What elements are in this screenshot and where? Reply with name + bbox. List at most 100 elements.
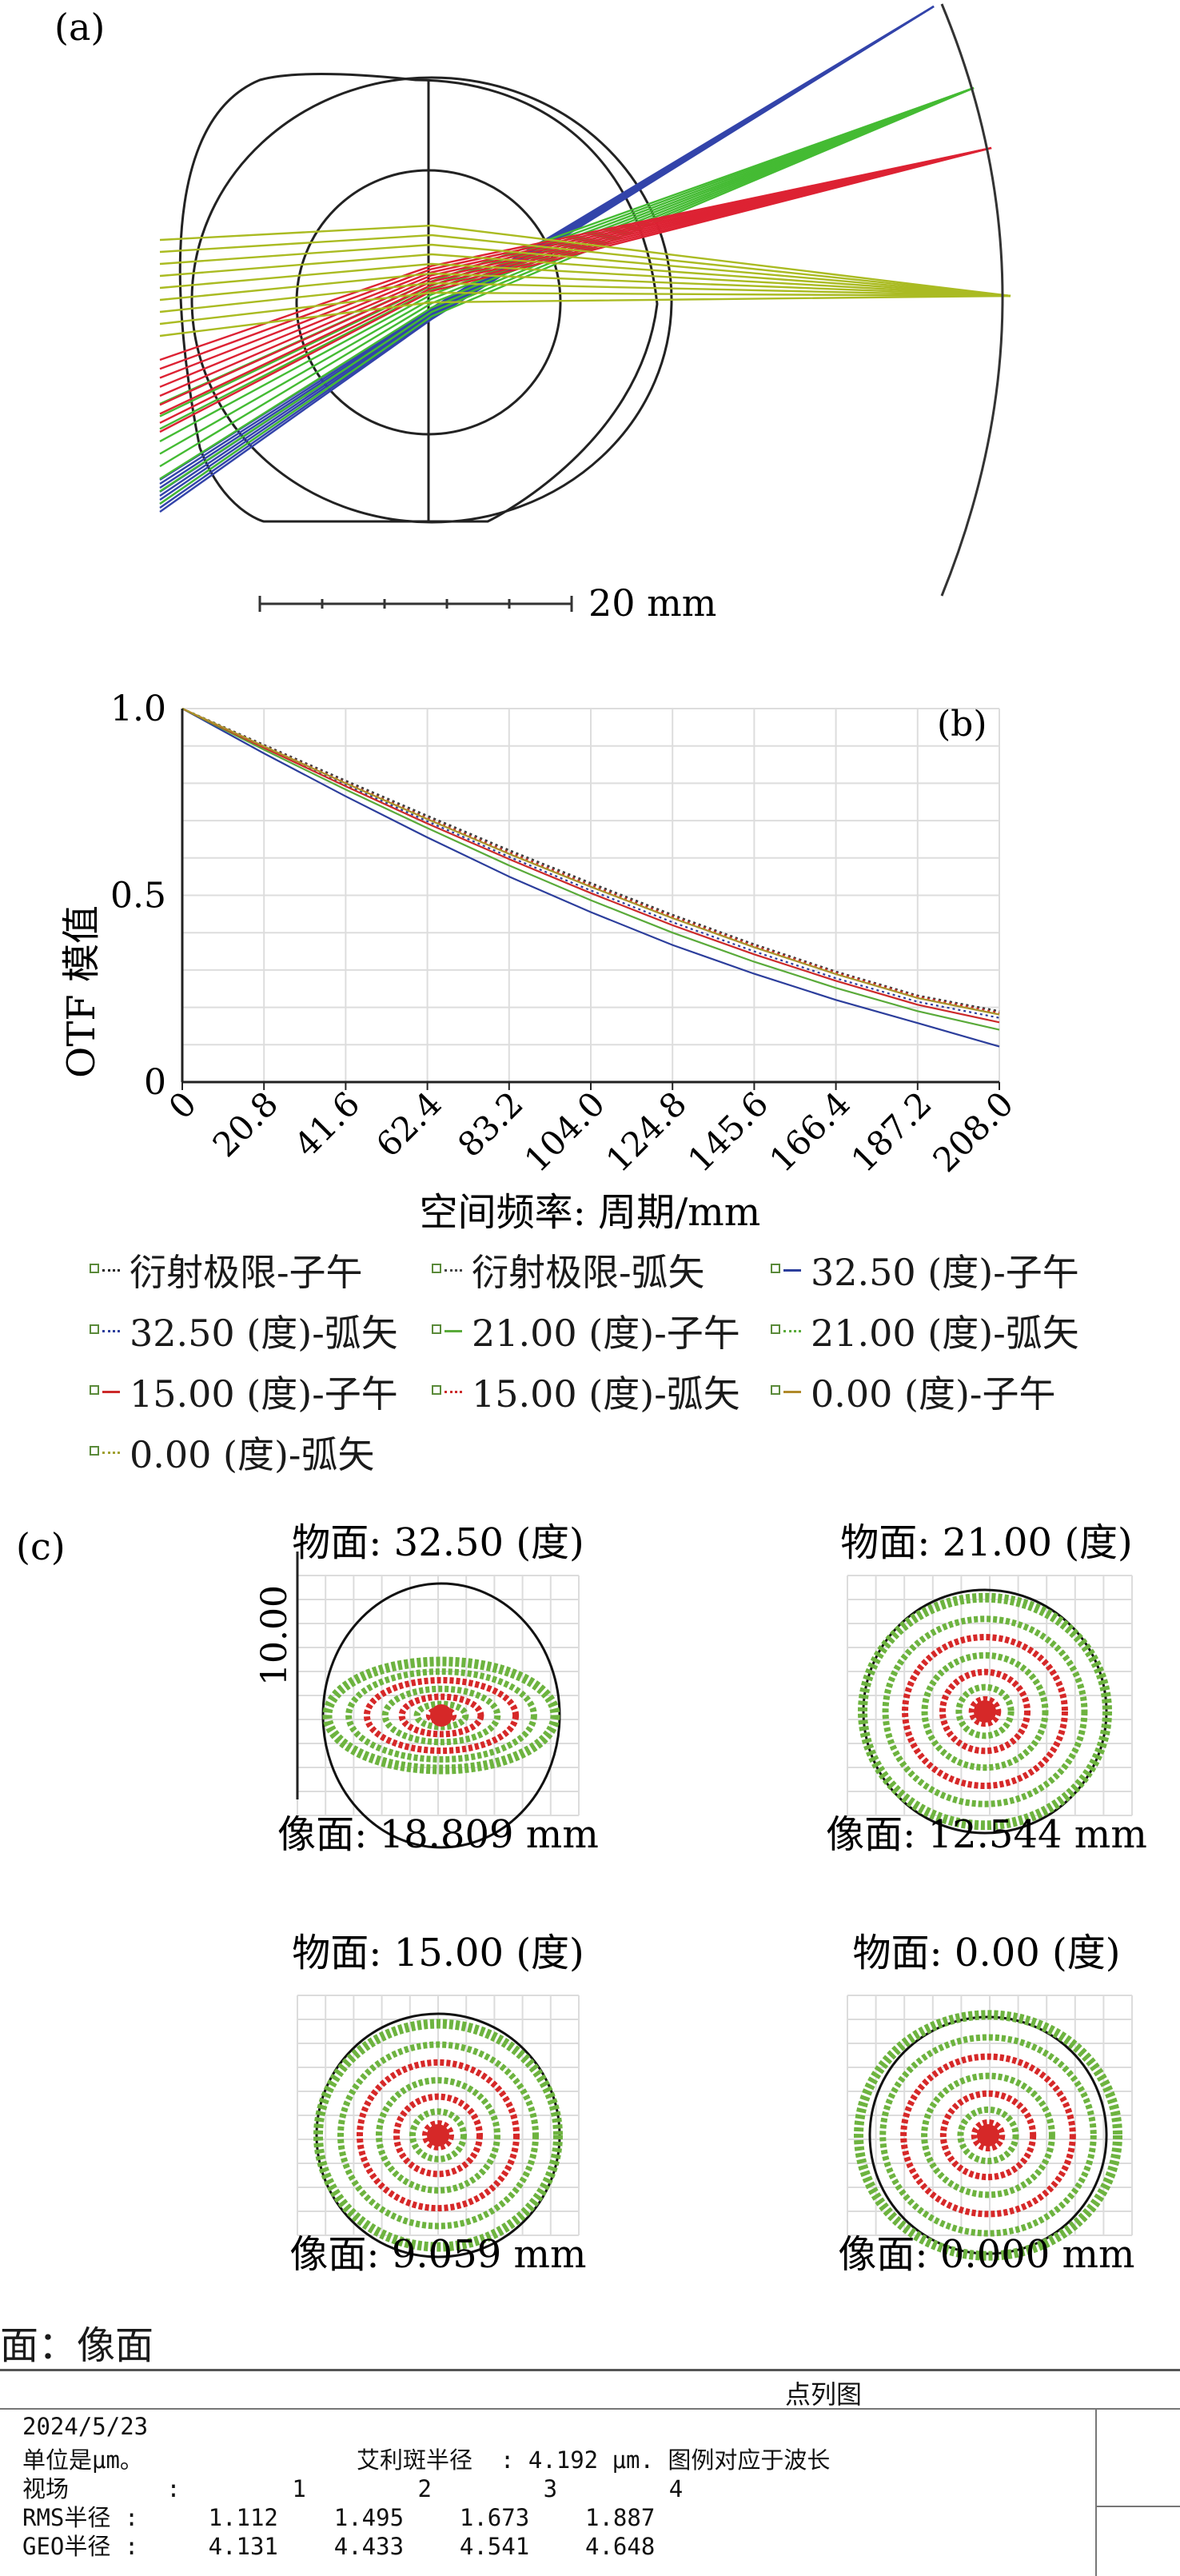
outer-lens-outline <box>178 73 659 523</box>
lens-ray-diagram: (a) 20 mm <box>54 3 1011 625</box>
legend-marker-icon <box>88 1262 123 1278</box>
ray-line <box>159 262 1011 298</box>
legend-label: 15.00 (度)-弧矢 <box>472 1372 740 1416</box>
x-axis-label: 空间频率: 周期/mm <box>420 1190 761 1232</box>
mtf-chart-panel: 0 0.5 1.0 0 20.8 41.6 62.4 83.2 104.0 124.8 145.6 1… <box>0 656 1180 1480</box>
legend-label: 21.00 (度)-子午 <box>472 1312 740 1355</box>
legend-label: 衍射极限-子午 <box>130 1251 363 1294</box>
legend-marker-icon <box>430 1323 465 1339</box>
legend-item: 15.00 (度)-弧矢 <box>430 1365 740 1418</box>
ray-line <box>159 224 1011 298</box>
ray-line <box>159 146 992 424</box>
report-field-row: 视场 : 1 2 3 4 <box>22 2475 684 2502</box>
ray-line <box>159 146 992 379</box>
ray-line <box>159 146 992 361</box>
report-date: 2024/5/23 <box>22 2413 149 2440</box>
report-rms-row: RMS半径 : 1.112 1.495 1.673 1.887 <box>22 2504 656 2531</box>
x-tick-label: 62.4 <box>369 1084 449 1164</box>
report-box: 点列图 2024/5/23 单位是μm。 艾利斑半径 : 4.192 μm. 图… <box>0 2369 1180 2576</box>
series-line <box>181 707 1000 1014</box>
x-tick-label: 187.2 <box>843 1084 939 1180</box>
legend-item: 32.50 (度)-子午 <box>769 1244 1079 1296</box>
chart-legend: 衍射极限-子午 衍射极限-弧矢 32.50 (度)-子午 32.50 (度)-弧矢 21… <box>0 1244 1180 1484</box>
image-surface-arc <box>940 3 1004 597</box>
ray-line <box>159 253 1011 298</box>
ray-line <box>159 243 1011 298</box>
panel-b-label: (b) <box>937 704 987 745</box>
x-tick-label: 0 <box>161 1084 205 1127</box>
ray-line <box>159 146 992 370</box>
spot-object-label: 物面: 21.00 (度) <box>840 1520 1133 1565</box>
x-tick-label: 166.4 <box>762 1084 858 1180</box>
legend-label: 21.00 (度)-弧矢 <box>811 1312 1079 1355</box>
panel-a-label: (a) <box>54 6 105 49</box>
legend-item: 衍射极限-子午 <box>88 1244 363 1296</box>
ray-line <box>159 86 975 493</box>
ray-line <box>159 86 975 442</box>
spot-image-label: 像面: 18.809 mm <box>277 1812 599 1857</box>
ray-line <box>159 291 1011 325</box>
ray-line <box>159 86 975 480</box>
spot-object-label: 物面: 32.50 (度) <box>292 1520 584 1565</box>
ray-bundles <box>159 5 1011 513</box>
spot-diagram: 物面: 21.00 (度) 像面: 12.544 mm <box>826 1520 1147 1857</box>
legend-item: 0.00 (度)-子午 <box>769 1365 1055 1418</box>
legend-marker-icon <box>769 1323 804 1339</box>
x-tick-label: 20.8 <box>205 1084 285 1164</box>
legend-label: 衍射极限-弧矢 <box>472 1251 705 1294</box>
ray-line <box>159 234 1011 298</box>
ray-line <box>159 146 992 397</box>
report-title: 点列图 <box>785 2379 863 2410</box>
y-tick-label: 1.0 <box>110 689 166 729</box>
spot-grid: 物面: 32.50 (度) 像面: 18.809 mm 物面: 21.00 (度) 像… <box>277 1520 1147 2277</box>
legend-item: 0.00 (度)-弧矢 <box>88 1426 374 1479</box>
series-line <box>181 708 1000 1024</box>
chart-axes: 00.51.00 20.8 41.6 62.4 83.2104.0124.8145.61… <box>110 689 1021 1180</box>
legend-item: 衍射极限-弧矢 <box>430 1244 705 1296</box>
y-tick-label: 0 <box>144 1062 166 1103</box>
spot-diagram-panel: (c) 物面: 32.50 (度) 像面: 18.809 mm 物面: 21.00 … <box>0 1512 1180 2576</box>
lens-layout-panel: (a) 20 mm <box>0 0 1180 656</box>
legend-item: 32.50 (度)-弧矢 <box>88 1304 398 1357</box>
legend-label: 15.00 (度)-子午 <box>130 1372 398 1416</box>
ray-line <box>159 86 975 505</box>
legend-marker-icon <box>88 1444 123 1460</box>
scale-bar-label: 20 mm <box>588 581 716 625</box>
x-tick-label: 208.0 <box>925 1084 1021 1180</box>
ray-line <box>159 86 975 430</box>
report-airy: 艾利斑半径 : 4.192 μm. 图例对应于波长 <box>357 2446 831 2474</box>
chart-series <box>181 707 1000 1048</box>
legend-label: 0.00 (度)-子午 <box>811 1372 1056 1416</box>
legend-label: 32.50 (度)-弧矢 <box>130 1312 398 1355</box>
ray-line <box>159 146 992 406</box>
mtf-chart: 00.51.00 20.8 41.6 62.4 83.2104.0124.8145.61… <box>59 689 1021 1235</box>
spot-object-label: 物面: 15.00 (度) <box>292 1931 584 1975</box>
ray-line <box>159 146 992 388</box>
x-tick-label: 41.6 <box>287 1084 368 1164</box>
y-axis-label: OTF 模值 <box>59 905 104 1078</box>
legend-marker-icon <box>88 1323 123 1339</box>
series-line <box>181 708 1000 1048</box>
ray-line <box>159 282 1011 314</box>
spot-image-label: 像面: 0.000 mm <box>838 2232 1134 2277</box>
ray-line <box>159 86 975 455</box>
surface-label: 面：像面 <box>0 2323 154 2368</box>
panel-c-label: (c) <box>16 1525 66 1568</box>
ray-line <box>159 146 992 433</box>
ray-line <box>159 272 1011 302</box>
x-tick-label: 124.8 <box>599 1084 695 1180</box>
series-line <box>181 708 1000 1031</box>
y-tick-label: 0.5 <box>110 876 166 917</box>
spot-diagram: 物面: 15.00 (度) 像面: 9.059 mm <box>289 1931 586 2277</box>
report-unit: 单位是μm。 <box>22 2446 143 2474</box>
x-tick-label: 104.0 <box>516 1084 612 1180</box>
legend-marker-icon <box>430 1262 465 1278</box>
ray-line <box>159 146 992 415</box>
spot-object-label: 物面: 0.00 (度) <box>852 1931 1120 1975</box>
legend-marker-icon <box>430 1384 465 1400</box>
series-line <box>181 708 1000 1016</box>
axis-scale-label: 10.00 <box>254 1585 295 1686</box>
legend-item: 21.00 (度)-子午 <box>430 1304 740 1357</box>
ray-line <box>159 294 1011 337</box>
report-geo-row: GEO半径 : 4.131 4.433 4.541 4.648 <box>22 2533 656 2560</box>
